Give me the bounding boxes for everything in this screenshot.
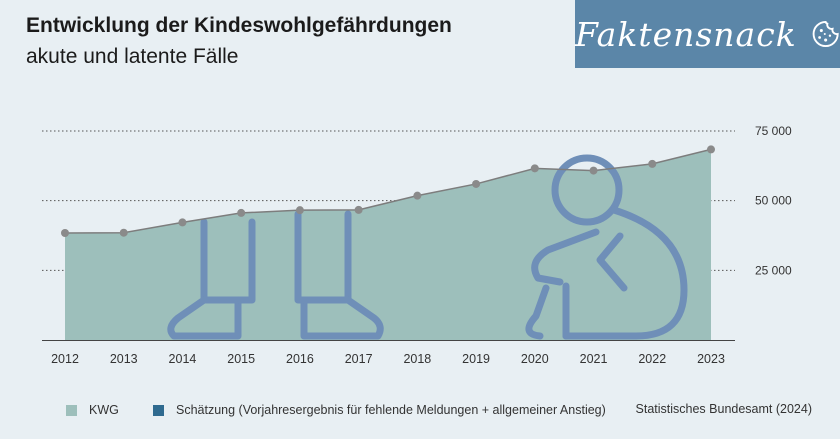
chart-subtitle: akute und latente Fälle xyxy=(26,45,239,68)
source-note: Statistisches Bundesamt (2024) xyxy=(635,402,812,416)
data-point xyxy=(237,208,246,217)
legend-item-schaetzung: Schätzung (Vorjahresergebnis für fehlend… xyxy=(153,401,606,419)
x-tick-label: 2019 xyxy=(462,352,490,366)
x-tick-label: 2021 xyxy=(580,352,608,366)
legend-label: Schätzung (Vorjahresergebnis für fehlend… xyxy=(176,403,606,417)
y-tick-label: 50 000 xyxy=(755,194,792,208)
brand-banner: Faktensnack xyxy=(575,0,840,68)
x-tick-label: 2017 xyxy=(345,352,373,366)
x-tick-label: 2016 xyxy=(286,352,314,366)
data-point xyxy=(413,191,422,200)
x-tick-label: 2015 xyxy=(227,352,255,366)
chart-title: Entwicklung der Kindeswohlgefährdungen xyxy=(26,14,452,37)
legend-item-kwg: KWG xyxy=(66,401,119,419)
x-tick-label: 2018 xyxy=(403,352,431,366)
series-area-kwg xyxy=(65,149,711,340)
sad-child-illustration xyxy=(167,154,688,340)
x-tick-label: 2020 xyxy=(521,352,549,366)
data-point xyxy=(119,228,128,237)
data-point xyxy=(178,218,187,227)
legend-swatch xyxy=(66,404,77,416)
x-tick-label: 2023 xyxy=(697,352,725,366)
cookie-icon xyxy=(812,20,839,47)
legend-swatch xyxy=(153,404,164,416)
series-line-kwg xyxy=(64,148,712,234)
legend-label: KWG xyxy=(89,403,119,417)
x-tick-label: 2013 xyxy=(110,352,138,366)
y-tick-label: 75 000 xyxy=(755,124,792,138)
data-point xyxy=(472,179,481,188)
y-tick-label: 25 000 xyxy=(755,263,792,277)
data-point xyxy=(530,164,539,173)
data-point xyxy=(61,228,69,237)
data-point xyxy=(707,145,715,154)
brand-label: Faktensnack xyxy=(575,14,797,54)
data-point xyxy=(589,166,598,175)
data-point xyxy=(354,205,363,214)
x-tick-label: 2022 xyxy=(638,352,666,366)
x-tick-label: 2014 xyxy=(169,352,197,366)
data-point xyxy=(295,206,304,215)
x-tick-label: 2012 xyxy=(51,352,79,366)
data-point xyxy=(648,159,657,168)
